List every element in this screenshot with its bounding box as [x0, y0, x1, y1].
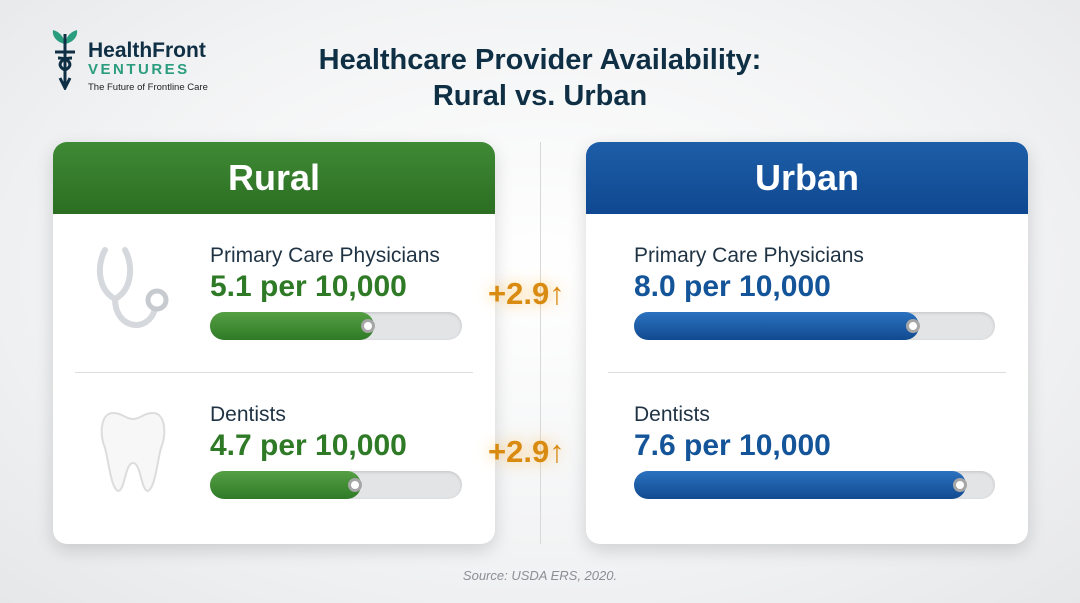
rural-dentist-bar [210, 471, 462, 499]
urban-dentist-row: Dentists 7.6 per 10,000 [608, 372, 1006, 530]
urban-dentist-bar [634, 471, 995, 499]
pcp-difference: +2.9↑ [488, 276, 565, 311]
bar-fill [210, 312, 375, 340]
logo-name: HealthFront [88, 39, 206, 62]
rural-dentist-row: Dentists 4.7 per 10,000 [75, 372, 473, 530]
dentist-difference: +2.9↑ [488, 434, 565, 469]
urban-pcp-bar [634, 312, 995, 340]
urban-heading: Urban [586, 142, 1028, 214]
rural-pcp-row: Primary Care Physicians 5.1 per 10,000 [53, 214, 495, 372]
bar-fill [210, 471, 363, 499]
title-line-1: Healthcare Provider Availability: [318, 44, 762, 76]
urban-pcp-value: 8.0 per 10,000 [634, 270, 831, 303]
urban-card: Urban Primary Care Physicians 8.0 per 10,… [586, 142, 1028, 544]
logo-tagline: The Future of Frontline Care [88, 82, 208, 93]
logo-sub: VENTURES [88, 61, 190, 78]
source-note: Source: USDA ERS, 2020. [462, 568, 618, 583]
rural-dentist-value: 4.7 per 10,000 [210, 429, 407, 462]
rural-pcp-label: Primary Care Physicians [210, 244, 440, 267]
rural-card: Rural Primary Care Physicians 5.1 per 10,… [53, 142, 495, 544]
bar-knob [906, 319, 921, 333]
tooth-icon [100, 411, 166, 493]
stethoscope-icon [96, 247, 169, 328]
rural-dentist-label: Dentists [210, 403, 286, 426]
title-line-2: Rural vs. Urban [432, 80, 648, 112]
rural-pcp-bar [210, 312, 462, 340]
urban-pcp-row: Primary Care Physicians 8.0 per 10,000 [586, 214, 1028, 372]
urban-pcp-label: Primary Care Physicians [634, 244, 864, 267]
bar-fill [634, 312, 921, 340]
bar-knob [953, 478, 968, 492]
urban-dentist-value: 7.6 per 10,000 [634, 429, 831, 462]
bar-knob [360, 319, 375, 333]
page-title: Healthcare Provider Availability: Rural … [0, 42, 1080, 114]
bar-knob [348, 478, 363, 492]
caduceus-leaf-icon [52, 30, 78, 90]
divider [540, 142, 541, 544]
rural-heading: Rural [53, 142, 495, 214]
rural-pcp-value: 5.1 per 10,000 [210, 270, 407, 303]
urban-dentist-label: Dentists [634, 403, 710, 426]
logo: HealthFront VENTURES The Future of Front… [50, 30, 208, 93]
bar-fill [634, 471, 968, 499]
